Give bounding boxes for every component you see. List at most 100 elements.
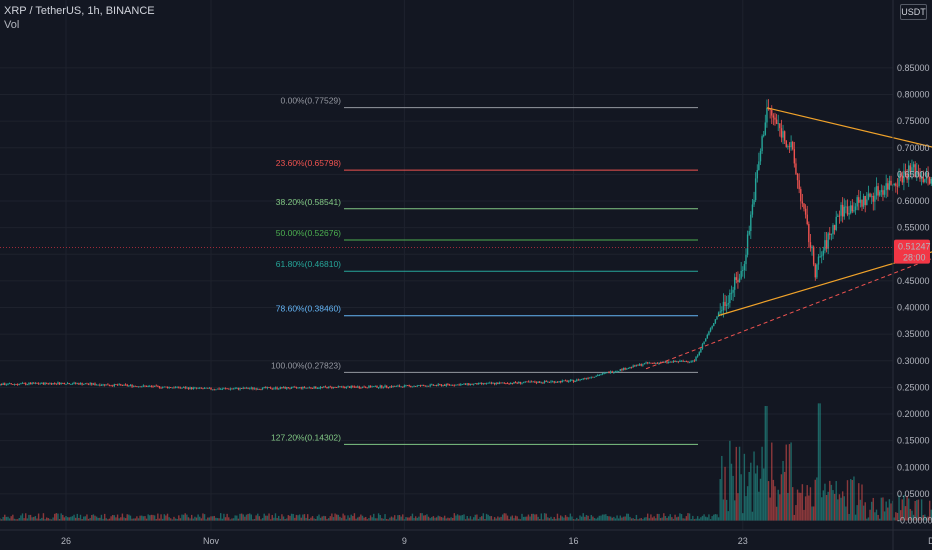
volume-bar	[115, 517, 117, 521]
candle-body	[423, 385, 425, 386]
volume-bar	[846, 480, 849, 521]
volume-bar	[319, 517, 322, 521]
candle-body	[63, 382, 66, 385]
volume-bar	[25, 513, 27, 521]
volume-bar	[295, 514, 298, 521]
volume-bar	[872, 497, 874, 521]
candle-body	[861, 199, 863, 207]
volume-bar	[265, 515, 267, 521]
volume-bar	[423, 515, 425, 521]
candle-body	[81, 383, 83, 385]
candle-body	[806, 214, 808, 225]
volume-bar	[758, 491, 760, 521]
volume-bar	[714, 514, 717, 521]
candle-body	[258, 388, 261, 390]
volume-bar	[667, 516, 670, 521]
volume-bar	[785, 444, 787, 521]
candle-body	[136, 386, 138, 388]
candle-body	[850, 205, 852, 214]
candle-body	[294, 386, 296, 388]
volume-bar	[875, 509, 878, 521]
candle-body	[336, 387, 338, 388]
candle-body	[121, 384, 124, 386]
time-axis[interactable]: 26Nov91623Dec71421262021	[0, 529, 932, 546]
time-tick-label: 16	[569, 536, 579, 546]
volume-bar	[26, 518, 29, 521]
price-tick-label: 0.85000	[897, 63, 930, 73]
price-axis[interactable]: 0.85000 0.80000 0.75000 0.70000 0.65000 0.600…	[892, 0, 932, 550]
candle-body	[476, 383, 478, 385]
volume-bar	[600, 515, 602, 521]
candle-body	[263, 387, 265, 389]
candle-body	[49, 383, 51, 385]
candle-body	[524, 381, 526, 383]
candle-body	[323, 386, 325, 388]
candle-body	[281, 387, 283, 389]
volume-bar	[809, 487, 812, 521]
volume-bar	[638, 518, 641, 521]
volume-bar	[716, 514, 718, 521]
candle-body	[453, 385, 456, 387]
volume-bar	[439, 516, 441, 521]
candle-body	[722, 301, 725, 311]
volume-bar	[124, 518, 127, 521]
volume-bar	[54, 513, 56, 521]
volume-bar	[706, 517, 709, 521]
volume-bar	[866, 518, 868, 521]
volume-bar	[909, 508, 912, 521]
candle-body	[47, 383, 49, 385]
volume-bar	[719, 479, 721, 521]
candle-body	[730, 292, 733, 294]
candle-body	[716, 316, 718, 320]
volume-bar	[904, 506, 907, 521]
volume-bar	[228, 517, 230, 521]
candle-body	[783, 131, 786, 141]
volume-bar	[925, 517, 928, 521]
volume-bar	[450, 517, 452, 521]
volume-bar	[608, 516, 610, 521]
volume-bar	[764, 406, 767, 521]
candle-body	[566, 380, 568, 382]
candle-body	[239, 388, 241, 390]
candle-body	[368, 385, 370, 388]
candle-body	[87, 384, 90, 385]
axis-unit-button[interactable]: USDT	[900, 4, 927, 20]
volume-bar	[97, 517, 99, 521]
candle-body	[500, 382, 502, 384]
price-tick-label: 0.40000	[897, 303, 930, 313]
symbol-title[interactable]: XRP / TetherUS, 1h, BINANCE	[4, 5, 155, 17]
volume-bar	[693, 519, 696, 521]
volume-bar	[771, 442, 773, 521]
candle-body	[466, 383, 468, 385]
volume-bar	[99, 517, 101, 521]
candle-body	[416, 385, 418, 387]
candle-body	[551, 381, 554, 383]
volume-bar	[671, 517, 673, 521]
dashed-extension-line	[645, 257, 932, 370]
volume-bar	[10, 516, 12, 521]
volume-bar	[155, 519, 157, 521]
volume-bar	[2, 516, 4, 521]
candle-body	[930, 178, 932, 184]
volume-bar	[493, 517, 496, 521]
candle-body	[182, 387, 185, 389]
candle-body	[779, 123, 781, 129]
volume-bar	[664, 515, 667, 521]
volume-bar	[210, 516, 212, 521]
candle-body	[679, 360, 681, 362]
candle-body	[344, 387, 346, 389]
volume-bar	[835, 481, 837, 521]
volume-bar	[476, 514, 478, 521]
price-tick-label: 0.60000	[897, 196, 930, 206]
candle-body	[456, 384, 459, 386]
volume-bar	[426, 514, 428, 521]
candle-body	[845, 206, 847, 208]
volume-bar	[759, 478, 762, 521]
candle-body	[796, 173, 799, 181]
candle-body	[535, 382, 538, 384]
price-tick-label: 0.55000	[897, 223, 930, 233]
candle-body	[711, 326, 713, 329]
volume-bar	[587, 515, 589, 521]
volume-indicator-label[interactable]: Vol	[4, 19, 20, 31]
